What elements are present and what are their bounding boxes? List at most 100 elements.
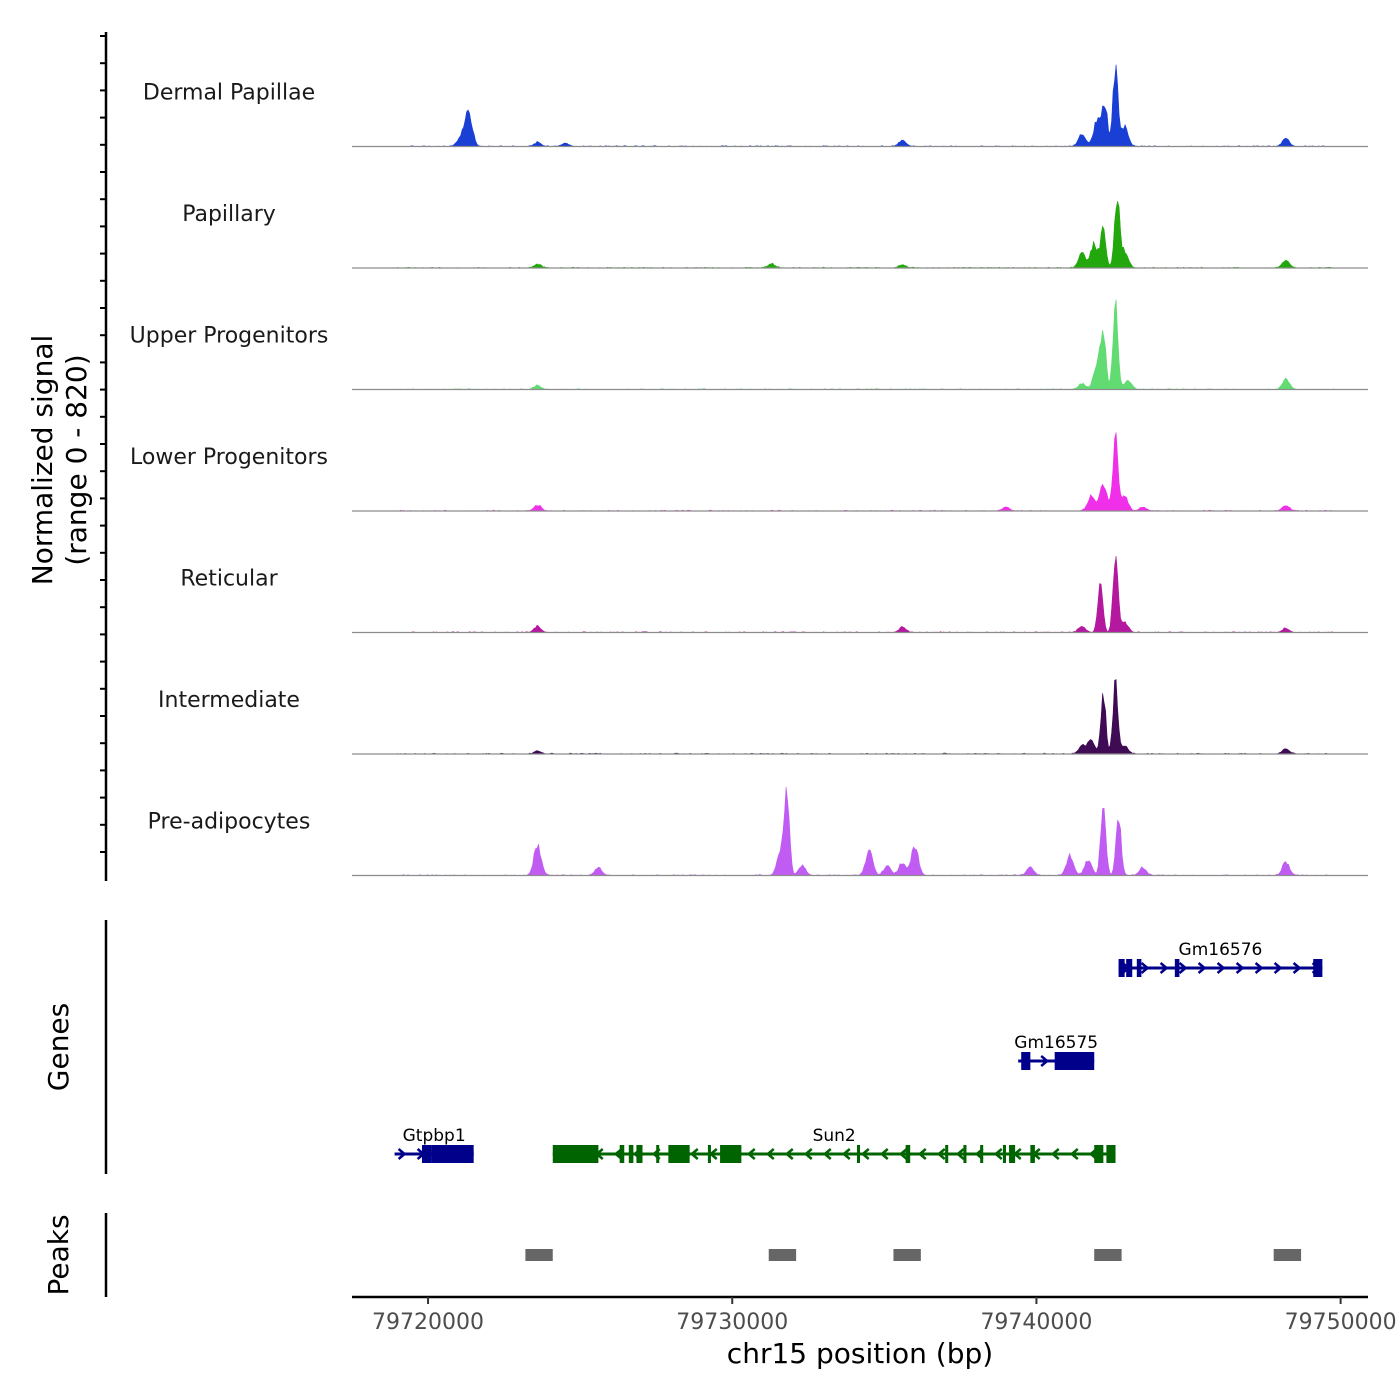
gene-label: Sun2	[813, 1126, 856, 1146]
track-label: Lower Progenitors	[130, 445, 328, 470]
x-axis: 79720000 79730000 79740000 79750000	[352, 1295, 1397, 1335]
strand-arrow	[765, 1148, 775, 1160]
x-tick-label: 79740000	[980, 1310, 1092, 1335]
gene-exon	[1054, 1052, 1095, 1070]
coverage-area	[397, 679, 1335, 755]
strand-arrow	[936, 1148, 946, 1160]
strand-arrow	[1040, 1055, 1050, 1067]
coverage-area	[397, 299, 1336, 390]
gene-gtpbp1: Gtpbp1	[394, 1126, 474, 1163]
strand-arrow	[1254, 962, 1264, 974]
peak-region	[893, 1249, 921, 1261]
strand-arrow	[841, 1148, 851, 1160]
strand-arrow	[860, 1148, 870, 1160]
y-axis-range: (range 0 - 820)	[60, 354, 93, 565]
gene-exon	[1106, 1145, 1116, 1163]
track-label: Pre-adipocytes	[148, 810, 311, 835]
strand-arrow	[993, 1148, 1003, 1160]
peaks-track	[525, 1249, 1302, 1261]
gene-exon	[1313, 959, 1323, 977]
strand-arrow	[689, 1148, 699, 1160]
strand-arrow	[1050, 1148, 1060, 1160]
gene-exon	[1030, 1145, 1035, 1163]
gene-exon	[856, 1145, 860, 1163]
coverage-area	[397, 432, 1335, 512]
gene-sun2: Sun2	[552, 1126, 1116, 1163]
peaks-panel-title: Peaks	[42, 1214, 75, 1295]
coverage-area	[397, 201, 1335, 269]
gene-exon	[668, 1145, 690, 1163]
strand-arrow	[879, 1148, 889, 1160]
track-label: Dermal Papillae	[143, 81, 315, 106]
peak-region	[1273, 1249, 1302, 1261]
gene-exon	[1002, 1145, 1007, 1163]
strand-arrow	[1140, 962, 1150, 974]
gene-exon	[421, 1145, 432, 1163]
y-axis-title: Normalized signal	[26, 335, 59, 586]
strand-arrow	[397, 1148, 407, 1160]
x-tick-label: 79750000	[1285, 1310, 1397, 1335]
gene-exon	[1118, 959, 1125, 977]
strand-arrow	[784, 1148, 794, 1160]
signal-y-axis	[100, 32, 108, 881]
gene-exon	[980, 1145, 984, 1163]
x-tick-label: 79720000	[372, 1310, 484, 1335]
strand-arrow	[917, 1148, 927, 1160]
strand-arrow	[955, 1148, 965, 1160]
gene-exon	[707, 1145, 711, 1163]
gene-label: Gm16575	[1014, 1033, 1098, 1053]
strand-arrow	[898, 1148, 908, 1160]
strand-arrow	[1159, 962, 1169, 974]
gene-exon	[1136, 959, 1142, 977]
track-dermal-papillae: Dermal Papillae	[143, 64, 1368, 148]
genes-panel-title: Genes	[42, 1003, 75, 1091]
x-axis-title: chr15 position (bp)	[727, 1337, 993, 1370]
gene-exon	[619, 1145, 625, 1163]
gene-exon	[945, 1145, 949, 1163]
track-upper-progenitors: Upper Progenitors	[130, 299, 1368, 391]
x-tick-label: 79730000	[676, 1310, 788, 1335]
peak-region	[768, 1249, 797, 1261]
gene-exon	[552, 1145, 599, 1163]
coverage-area	[397, 64, 1335, 147]
strand-arrow	[1178, 962, 1188, 974]
track-intermediate: Intermediate	[158, 679, 1368, 755]
track-label: Papillary	[182, 202, 276, 227]
track-label: Upper Progenitors	[130, 324, 329, 349]
coverage-area	[397, 786, 1335, 876]
gene-exon	[1021, 1052, 1031, 1070]
strand-arrow	[1273, 962, 1283, 974]
strand-arrow	[1197, 962, 1207, 974]
strand-arrow	[1216, 962, 1226, 974]
gene-exon	[1126, 959, 1133, 977]
strand-arrow	[1069, 1148, 1079, 1160]
strand-arrow	[1292, 962, 1302, 974]
gene-gm16575: Gm16575	[1014, 1033, 1098, 1070]
track-reticular: Reticular	[180, 555, 1368, 634]
gene-exon	[628, 1145, 634, 1163]
strand-arrow	[746, 1148, 756, 1160]
gene-exon	[1009, 1145, 1016, 1163]
gene-label: Gm16576	[1179, 940, 1263, 960]
strand-arrow	[822, 1148, 832, 1160]
gene-label: Gtpbp1	[403, 1126, 466, 1146]
peak-region	[525, 1249, 553, 1261]
strand-arrow	[803, 1148, 813, 1160]
gene-exon	[1094, 1145, 1104, 1163]
track-pre-adipocytes: Pre-adipocytes	[148, 786, 1368, 877]
gene-exon	[720, 1145, 742, 1163]
track-lower-progenitors: Lower Progenitors	[130, 432, 1368, 512]
track-label: Intermediate	[158, 688, 300, 713]
track-label: Reticular	[180, 567, 278, 592]
gene-gm16576: Gm16576	[1118, 940, 1323, 977]
track-papillary: Papillary	[182, 201, 1368, 269]
coverage-tracks: Dermal Papillae Papillary Upper Progenitor…	[130, 64, 1368, 877]
gene-exon	[656, 1145, 660, 1163]
gene-annotation-track: Gm16576 Gm16575 Gtpbp1 Sun2	[394, 940, 1323, 1163]
peak-region	[1094, 1249, 1122, 1261]
gene-exon	[636, 1145, 643, 1163]
gene-exon	[905, 1145, 911, 1163]
gene-exon	[963, 1145, 967, 1163]
strand-arrow	[1235, 962, 1245, 974]
